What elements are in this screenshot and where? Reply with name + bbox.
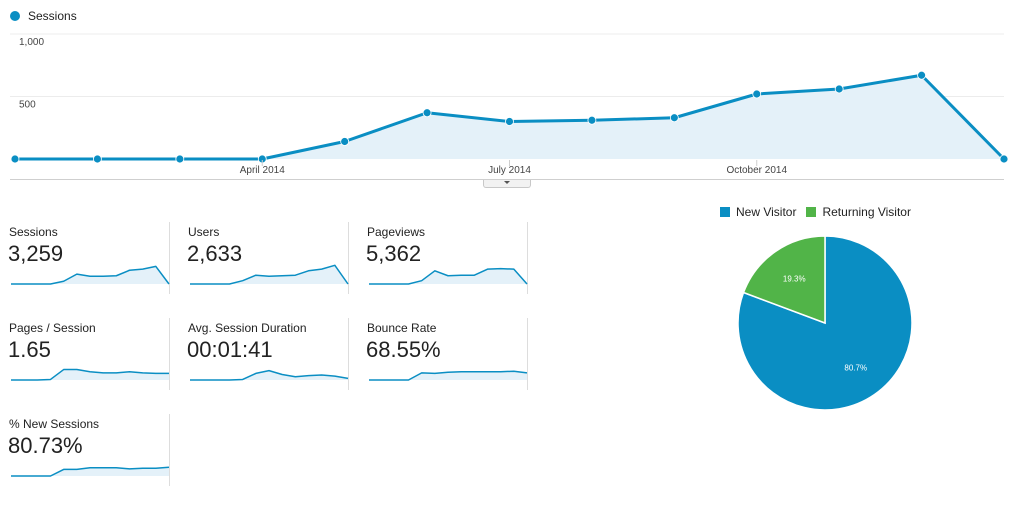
metric-card[interactable]: Pageviews 5,362 — [358, 222, 528, 294]
chart-legend-sessions[interactable]: Sessions — [10, 9, 77, 23]
data-point — [93, 154, 102, 164]
pie-legend: New Visitor Returning Visitor — [720, 205, 921, 219]
divider — [169, 318, 170, 390]
data-point — [505, 117, 514, 126]
data-point — [422, 108, 432, 118]
data-point — [10, 154, 20, 164]
legend-item-returning-visitor[interactable]: Returning Visitor — [806, 205, 911, 219]
divider — [169, 414, 170, 486]
sparkline-area — [190, 265, 348, 284]
data-point — [340, 137, 350, 146]
legend-swatch-icon — [806, 207, 817, 217]
data-point — [999, 154, 1009, 164]
sparkline-line — [369, 370, 528, 381]
legend-label-new-visitor: New Visitor — [736, 205, 797, 219]
sparkline-line — [11, 368, 169, 381]
sparkline-line — [11, 265, 170, 285]
x-tick-label: October 2014 — [726, 165, 787, 176]
pie-slice-label: 19.3% — [783, 275, 806, 284]
data-point — [587, 115, 597, 125]
metric-value: 2,633 — [187, 241, 243, 266]
sparkline-line — [190, 369, 349, 381]
sparkline-chart — [11, 265, 170, 285]
sparkline-chart — [369, 370, 528, 381]
chart-collapse-handle[interactable] — [483, 180, 531, 188]
legend-dot-icon — [10, 11, 20, 21]
metric-card[interactable]: Pages / Session 1.65 — [0, 318, 170, 390]
legend-label: Sessions — [28, 9, 77, 23]
metric-card[interactable]: Sessions 3,259 — [0, 222, 170, 294]
divider — [348, 222, 349, 294]
sparkline-line — [190, 264, 349, 285]
metric-value: 80.73% — [8, 433, 83, 458]
legend-swatch-icon — [720, 207, 730, 217]
data-point — [917, 70, 926, 80]
pie-slice — [737, 235, 913, 411]
metric-card[interactable]: Bounce Rate 68.55% — [358, 318, 528, 390]
metric-value: 00:01:41 — [187, 337, 273, 362]
divider — [527, 222, 528, 294]
pie-slice — [742, 235, 826, 325]
sessions-line-chart: 1,000 500 April 2014 July 2014 October 2014 — [10, 33, 1009, 180]
metric-label: Bounce Rate — [367, 321, 437, 335]
x-tick-label: July 2014 — [488, 165, 531, 176]
metric-label: Users — [188, 225, 220, 239]
data-point — [669, 113, 679, 123]
divider — [169, 222, 170, 294]
pie-slice-label: 80.7% — [844, 363, 867, 372]
divider — [348, 318, 349, 390]
sparkline-chart — [11, 368, 169, 381]
metric-value: 3,259 — [8, 241, 64, 266]
metric-label: Pageviews — [367, 225, 426, 239]
metric-card[interactable]: Avg. Session Duration 00:01:41 — [179, 318, 349, 390]
metric-label: Sessions — [9, 225, 58, 239]
sparkline-chart — [190, 369, 349, 381]
sparkline-chart — [11, 466, 170, 477]
sparkline-line — [369, 267, 528, 285]
legend-item-new-visitor[interactable]: New Visitor — [720, 205, 796, 219]
chevron-down-icon — [504, 181, 510, 184]
metric-value: 68.55% — [366, 337, 441, 362]
metric-value: 1.65 — [8, 337, 51, 362]
visitor-type-pie-chart: 80.7% 19.3% — [737, 235, 913, 411]
metric-label: Pages / Session — [9, 321, 96, 335]
y-tick-label: 1,000 — [19, 37, 44, 48]
divider — [527, 318, 528, 390]
metric-label: Avg. Session Duration — [188, 321, 307, 335]
y-tick-label: 500 — [19, 100, 36, 111]
data-point — [175, 154, 185, 164]
sparkline-chart — [369, 267, 528, 285]
sparkline-line — [11, 466, 170, 477]
metric-card[interactable]: % New Sessions 80.73% — [0, 414, 170, 486]
sparkline-area — [369, 371, 527, 380]
x-tick-label: April 2014 — [240, 165, 285, 176]
metric-card[interactable]: Users 2,633 — [179, 222, 349, 294]
metric-label: % New Sessions — [9, 417, 100, 431]
legend-label-returning-visitor: Returning Visitor — [822, 205, 911, 219]
sparkline-area — [190, 370, 348, 380]
metric-value: 5,362 — [366, 241, 422, 266]
data-point — [752, 89, 762, 99]
sparkline-chart — [190, 264, 349, 285]
data-point — [834, 84, 844, 94]
